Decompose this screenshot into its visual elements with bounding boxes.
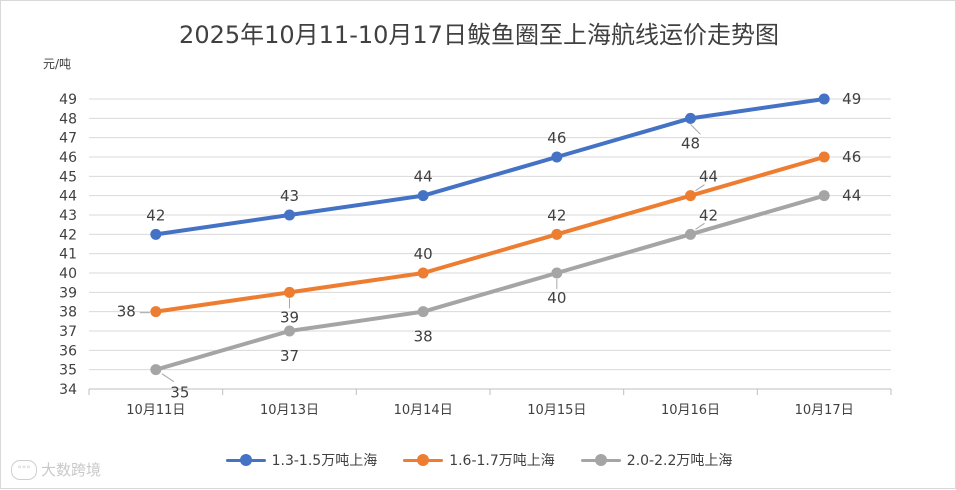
y-tick-label: 38 xyxy=(59,305,77,321)
y-tick-label: 36 xyxy=(59,343,77,359)
legend-marker-series-1 xyxy=(225,453,266,467)
data-label-leader xyxy=(690,123,701,135)
legend-marker-series-3 xyxy=(580,453,621,467)
data-point xyxy=(685,112,696,124)
data-label: 49 xyxy=(842,90,861,108)
y-tick-label: 46 xyxy=(59,150,77,166)
data-point xyxy=(150,364,162,376)
data-label: 38 xyxy=(117,303,136,321)
chart-title: 2025年10月11-10月17日鲅鱼圈至上海航线运价走势图 xyxy=(179,21,779,49)
series-line-1 xyxy=(153,97,827,237)
data-label: 44 xyxy=(414,168,433,186)
data-point xyxy=(685,228,696,240)
data-point xyxy=(417,267,429,279)
y-tick-label: 45 xyxy=(59,169,77,185)
data-point xyxy=(818,190,830,202)
speech-bubble-icon: °°° xyxy=(11,459,37,480)
x-tick-label: 10月11日 xyxy=(126,403,185,418)
y-tick-label: 44 xyxy=(59,189,77,205)
data-point xyxy=(284,209,295,221)
series-line-2 xyxy=(153,155,827,314)
data-label: 48 xyxy=(681,134,700,152)
data-label-leader xyxy=(695,184,705,192)
y-tick-label: 49 xyxy=(59,92,77,108)
data-point xyxy=(284,325,295,337)
y-tick-label: 37 xyxy=(59,324,77,340)
legend-item-series-2: 1.6-1.7万吨上海 xyxy=(403,450,555,470)
series-line-3 xyxy=(153,193,827,372)
data-point xyxy=(551,151,563,163)
data-point xyxy=(551,267,563,279)
x-tick-label: 10月16日 xyxy=(661,403,720,418)
y-tick-label: 39 xyxy=(59,285,77,301)
data-point xyxy=(685,190,696,202)
y-tick-label: 40 xyxy=(59,266,77,282)
y-tick-label: 43 xyxy=(59,208,77,224)
data-point xyxy=(284,286,295,298)
data-point xyxy=(417,306,429,318)
y-tick-label: 42 xyxy=(59,227,77,243)
legend-label-series-1: 1.3-1.5万吨上海 xyxy=(271,453,378,469)
data-label: 42 xyxy=(146,206,165,224)
x-tick-label: 10月15日 xyxy=(527,403,586,418)
data-label: 38 xyxy=(414,328,433,346)
data-point xyxy=(417,190,429,202)
y-tick-label: 35 xyxy=(59,363,77,379)
data-point xyxy=(818,93,830,105)
legend-marker-series-2 xyxy=(403,453,444,467)
data-point xyxy=(551,228,563,240)
legend-label-series-2: 1.6-1.7万吨上海 xyxy=(449,453,555,469)
y-tick-label: 47 xyxy=(59,131,77,147)
data-label-leader xyxy=(161,373,175,383)
watermark-text: 大数跨境 xyxy=(41,461,102,479)
data-label: 37 xyxy=(280,347,299,365)
legend-item-series-3: 2.0-2.2万吨上海 xyxy=(580,450,733,470)
data-point xyxy=(150,306,162,318)
data-label: 43 xyxy=(280,187,299,205)
chart-legend: 1.3-1.5万吨上海 1.6-1.7万吨上海 2.0-2.2万吨上海 xyxy=(1,450,956,470)
watermark: °°° 大数跨境 xyxy=(11,459,101,480)
data-label-leader xyxy=(695,222,705,230)
y-axis-unit-label: 元/吨 xyxy=(43,57,72,71)
data-label: 46 xyxy=(842,148,861,166)
data-point xyxy=(150,228,162,240)
data-label: 44 xyxy=(842,187,861,205)
data-label: 40 xyxy=(547,289,566,307)
legend-label-series-3: 2.0-2.2万吨上海 xyxy=(626,453,733,469)
data-label: 42 xyxy=(699,206,718,224)
x-tick-label: 10月13日 xyxy=(260,403,319,418)
data-label: 40 xyxy=(414,245,433,263)
legend-item-series-1: 1.3-1.5万吨上海 xyxy=(225,450,378,470)
x-tick-label: 10月17日 xyxy=(795,403,854,418)
y-tick-label: 34 xyxy=(59,382,77,398)
y-tick-label: 48 xyxy=(59,111,77,127)
data-point xyxy=(818,151,830,163)
x-tick-label: 10月14日 xyxy=(394,403,453,418)
data-label: 39 xyxy=(280,308,299,326)
data-label: 46 xyxy=(547,129,566,147)
data-label: 35 xyxy=(170,384,189,402)
data-label: 42 xyxy=(547,206,566,224)
data-label: 44 xyxy=(699,168,718,186)
y-tick-label: 41 xyxy=(59,247,77,263)
